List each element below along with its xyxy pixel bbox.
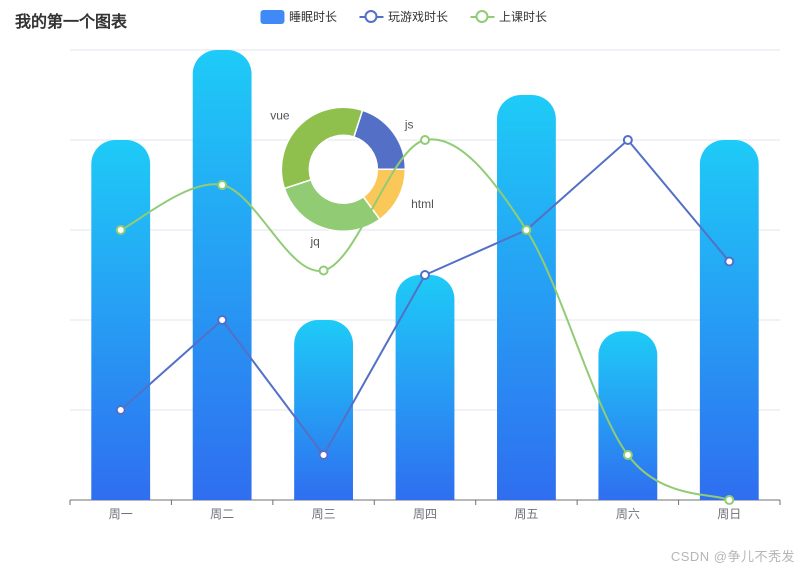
game-marker[interactable] bbox=[624, 136, 632, 144]
legend-item-bar[interactable]: 睡眠时长 bbox=[260, 8, 337, 25]
class-marker[interactable] bbox=[624, 451, 632, 459]
x-tick-label: 周二 bbox=[210, 507, 234, 521]
x-tick-label: 周五 bbox=[514, 507, 538, 521]
pie-label: vue bbox=[270, 109, 290, 123]
game-marker[interactable] bbox=[218, 316, 226, 324]
bar[interactable] bbox=[497, 95, 556, 500]
pie-slice-jq[interactable] bbox=[284, 180, 379, 231]
class-marker[interactable] bbox=[725, 496, 733, 504]
class-marker[interactable] bbox=[218, 181, 226, 189]
legend-label: 上课时长 bbox=[499, 8, 547, 25]
class-marker[interactable] bbox=[117, 226, 125, 234]
chart-title: 我的第一个图表 bbox=[15, 8, 127, 32]
pie-label: jq bbox=[310, 235, 320, 249]
legend-item-line2[interactable]: 上课时长 bbox=[470, 8, 547, 25]
bar[interactable] bbox=[700, 140, 759, 500]
plot-area: 0246810周一周二周三周四周五周六周日jshtmljqvue bbox=[60, 40, 790, 530]
x-tick-label: 周一 bbox=[109, 507, 133, 521]
x-tick-label: 周日 bbox=[717, 507, 741, 521]
game-marker[interactable] bbox=[320, 451, 328, 459]
class-marker[interactable] bbox=[320, 267, 328, 275]
bar[interactable] bbox=[396, 275, 455, 500]
legend-label: 睡眠时长 bbox=[289, 8, 337, 25]
pie-label: html bbox=[411, 197, 434, 211]
pie-slice-js[interactable] bbox=[354, 110, 405, 169]
class-marker[interactable] bbox=[522, 226, 530, 234]
chart-container: 我的第一个图表 睡眠时长 玩游戏时长 上课时长 0246810周一周二周三周四周… bbox=[0, 0, 807, 571]
bar[interactable] bbox=[294, 320, 353, 500]
legend-label: 玩游戏时长 bbox=[388, 8, 448, 25]
line-legend-icon bbox=[470, 10, 494, 24]
pie-slice-vue[interactable] bbox=[281, 107, 362, 188]
bar-legend-icon bbox=[260, 10, 284, 24]
game-marker[interactable] bbox=[725, 258, 733, 266]
bar[interactable] bbox=[193, 50, 252, 500]
line-legend-icon bbox=[359, 10, 383, 24]
watermark: CSDN @争儿不秃发 bbox=[671, 546, 795, 565]
game-marker[interactable] bbox=[421, 271, 429, 279]
legend: 睡眠时长 玩游戏时长 上课时长 bbox=[260, 8, 547, 25]
x-tick-label: 周六 bbox=[616, 507, 640, 521]
bar[interactable] bbox=[91, 140, 150, 500]
class-marker[interactable] bbox=[421, 136, 429, 144]
legend-item-line1[interactable]: 玩游戏时长 bbox=[359, 8, 448, 25]
pie-label: js bbox=[404, 118, 414, 132]
game-marker[interactable] bbox=[117, 406, 125, 414]
x-tick-label: 周四 bbox=[413, 507, 437, 521]
x-tick-label: 周三 bbox=[312, 507, 336, 521]
